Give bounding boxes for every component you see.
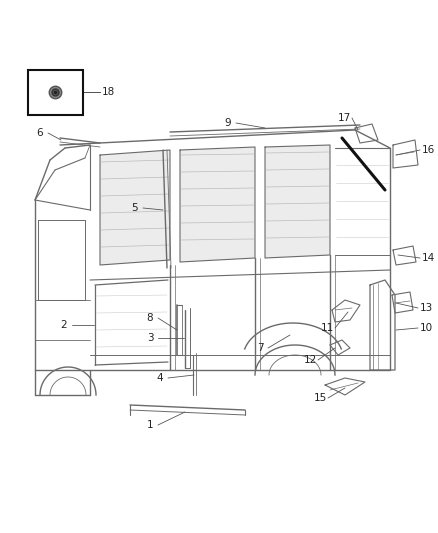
Text: 6: 6 [37, 128, 43, 138]
Text: 10: 10 [420, 323, 433, 333]
Text: 1: 1 [147, 420, 153, 430]
Text: 17: 17 [337, 113, 351, 123]
Text: 11: 11 [320, 323, 334, 333]
Text: 12: 12 [304, 355, 317, 365]
Text: 18: 18 [101, 87, 115, 97]
Text: 4: 4 [157, 373, 163, 383]
Text: 8: 8 [147, 313, 153, 323]
Text: 14: 14 [421, 253, 434, 263]
Text: 3: 3 [147, 333, 153, 343]
Text: 7: 7 [257, 343, 263, 353]
Text: 16: 16 [421, 145, 434, 155]
Text: 2: 2 [61, 320, 67, 330]
Polygon shape [180, 147, 255, 262]
Text: 13: 13 [419, 303, 433, 313]
Text: 9: 9 [225, 118, 231, 128]
Text: 15: 15 [313, 393, 327, 403]
Polygon shape [100, 150, 170, 265]
Polygon shape [265, 145, 330, 258]
Bar [28, 70, 83, 115]
Text: 5: 5 [132, 203, 138, 213]
